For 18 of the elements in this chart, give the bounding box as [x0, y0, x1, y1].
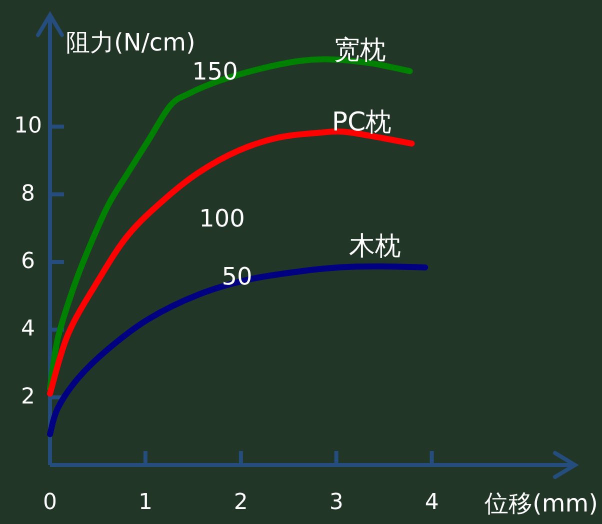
- annotation: 100: [199, 204, 245, 233]
- x-axis-title: 位移(mm): [484, 490, 598, 518]
- annotation: 50: [222, 262, 252, 291]
- y-tick-label: 8: [21, 181, 35, 206]
- x-tick-label: 2: [234, 490, 248, 516]
- series-label: 木枕: [349, 232, 402, 262]
- annotation: 150: [192, 58, 238, 86]
- x-tick-label: 4: [424, 490, 439, 516]
- x-tick-label: 0: [43, 490, 57, 516]
- y-tick-label: 10: [14, 114, 42, 139]
- x-tick-label: 1: [138, 490, 152, 516]
- series-label: PC枕: [332, 108, 392, 138]
- y-tick-label: 4: [21, 316, 35, 342]
- series-label: 宽枕: [334, 35, 386, 66]
- y-tick-label: 2: [21, 384, 35, 410]
- y-tick-label: 6: [21, 249, 35, 274]
- y-axis-title: 阻力(N/cm): [66, 28, 196, 57]
- x-tick-label: 3: [329, 490, 344, 516]
